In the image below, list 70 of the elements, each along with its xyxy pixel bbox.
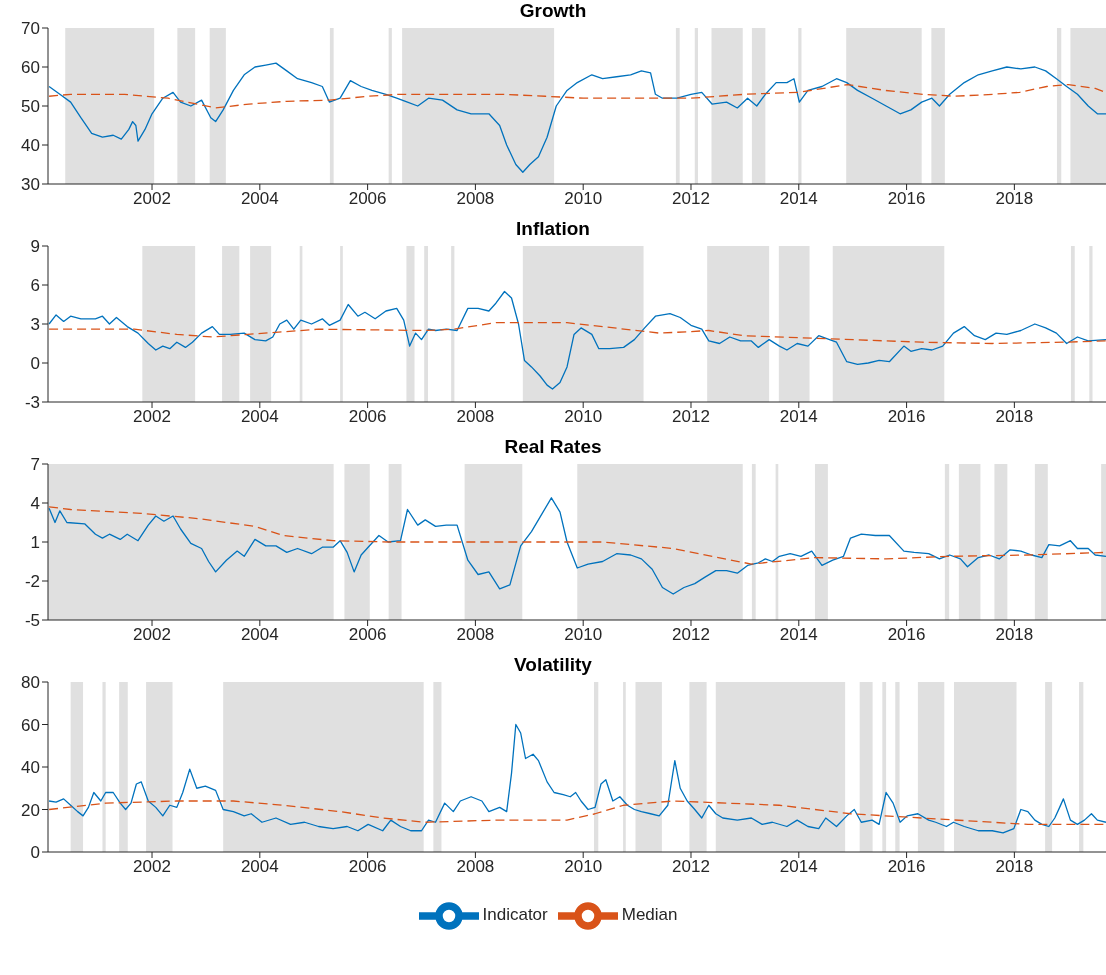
y-tick-label: 50	[21, 97, 40, 117]
chart-title: Real Rates	[504, 436, 602, 457]
x-tick-label: 2002	[133, 857, 171, 877]
y-tick-label: 80	[21, 673, 40, 693]
y-tick-label: 40	[21, 136, 40, 156]
x-tick-label: 2018	[995, 625, 1034, 645]
x-tick-label: 2016	[887, 189, 926, 209]
x-tick-label: 2012	[672, 189, 710, 209]
line-series	[48, 62, 1106, 173]
y-tick-label: 1	[30, 533, 40, 553]
legend-label: Median	[621, 905, 678, 925]
y-tick-label: 3	[30, 315, 40, 335]
x-tick-label: 2012	[672, 625, 710, 645]
x-tick-label: 2014	[779, 857, 818, 877]
line-series	[48, 322, 1106, 345]
x-tick-label: 2016	[887, 625, 926, 645]
x-tick-label: 2004	[240, 857, 279, 877]
x-tick-label: 2018	[995, 407, 1034, 427]
y-tick-label: 0	[30, 354, 40, 374]
x-tick-label: 2016	[887, 407, 926, 427]
x-tick-label: 2018	[995, 857, 1034, 877]
y-tick-label: 30	[21, 175, 40, 195]
x-tick-label: 2008	[456, 189, 495, 209]
y-tick-label: 4	[30, 494, 40, 514]
x-tick-label: 2008	[456, 625, 495, 645]
x-tick-label: 2008	[456, 407, 495, 427]
x-tick-label: 2002	[133, 625, 171, 645]
line-series	[48, 290, 1106, 390]
y-tick-label: 70	[21, 19, 40, 39]
x-tick-label: 2010	[564, 625, 603, 645]
line-series	[48, 800, 1106, 826]
line-series	[48, 723, 1106, 834]
line-series	[48, 497, 1106, 595]
x-tick-label: 2004	[240, 407, 279, 427]
x-tick-label: 2002	[133, 407, 171, 427]
x-tick-label: 2014	[779, 189, 818, 209]
x-tick-label: 2018	[995, 189, 1034, 209]
line-series	[48, 506, 1106, 565]
y-tick-label: 7	[30, 455, 40, 475]
x-tick-label: 2004	[240, 625, 279, 645]
y-tick-label: 9	[30, 237, 40, 257]
y-tick-label: 60	[21, 58, 40, 78]
x-tick-label: 2006	[348, 189, 387, 209]
y-tick-label: 0	[30, 843, 40, 863]
x-tick-label: 2002	[133, 189, 171, 209]
legend-label: Indicator	[482, 905, 548, 925]
x-tick-label: 2008	[456, 857, 495, 877]
y-tick-label: -5	[24, 611, 40, 631]
x-tick-label: 2004	[240, 189, 279, 209]
y-tick-label: 40	[21, 758, 40, 778]
line-series	[48, 83, 1106, 109]
x-tick-label: 2006	[348, 625, 387, 645]
y-tick-label: -3	[24, 393, 40, 413]
y-tick-label: 20	[21, 800, 40, 820]
x-tick-label: 2010	[564, 189, 603, 209]
chart-title: Growth	[519, 0, 587, 21]
y-tick-label: 60	[21, 715, 40, 735]
x-tick-label: 2006	[348, 407, 387, 427]
y-tick-label: -2	[24, 572, 40, 592]
x-tick-label: 2012	[672, 407, 710, 427]
x-tick-label: 2010	[564, 857, 603, 877]
x-tick-label: 2010	[564, 407, 603, 427]
chart-title: Volatility	[514, 654, 592, 675]
x-tick-label: 2014	[779, 625, 818, 645]
x-tick-label: 2012	[672, 857, 710, 877]
x-tick-label: 2014	[779, 407, 818, 427]
x-tick-label: 2016	[887, 857, 926, 877]
y-tick-label: 6	[30, 276, 40, 296]
x-tick-label: 2006	[348, 857, 387, 877]
chart-title: Inflation	[516, 218, 590, 239]
